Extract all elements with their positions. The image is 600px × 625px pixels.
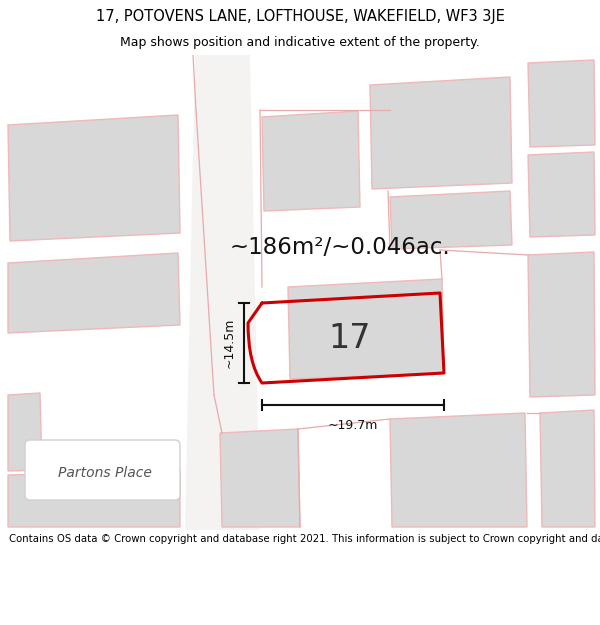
Polygon shape: [288, 279, 444, 379]
Polygon shape: [390, 413, 527, 527]
Polygon shape: [370, 77, 512, 189]
Polygon shape: [528, 60, 595, 147]
Polygon shape: [8, 253, 180, 333]
Polygon shape: [528, 252, 595, 397]
Polygon shape: [220, 429, 300, 527]
Text: 17: 17: [329, 321, 371, 354]
Text: ~14.5m: ~14.5m: [223, 318, 236, 368]
Polygon shape: [8, 393, 42, 471]
Text: ~19.7m: ~19.7m: [328, 419, 378, 432]
Polygon shape: [185, 55, 260, 530]
Text: 17, POTOVENS LANE, LOFTHOUSE, WAKEFIELD, WF3 3JE: 17, POTOVENS LANE, LOFTHOUSE, WAKEFIELD,…: [95, 9, 505, 24]
FancyBboxPatch shape: [25, 440, 180, 500]
Text: ~186m²/~0.046ac.: ~186m²/~0.046ac.: [230, 236, 451, 259]
Text: Partons Place: Partons Place: [58, 466, 152, 480]
Polygon shape: [262, 111, 360, 211]
Polygon shape: [540, 410, 595, 527]
Polygon shape: [8, 470, 180, 527]
Polygon shape: [8, 115, 180, 241]
Polygon shape: [390, 191, 512, 249]
Polygon shape: [528, 152, 595, 237]
Text: Contains OS data © Crown copyright and database right 2021. This information is : Contains OS data © Crown copyright and d…: [9, 534, 600, 544]
Text: Map shows position and indicative extent of the property.: Map shows position and indicative extent…: [120, 36, 480, 49]
